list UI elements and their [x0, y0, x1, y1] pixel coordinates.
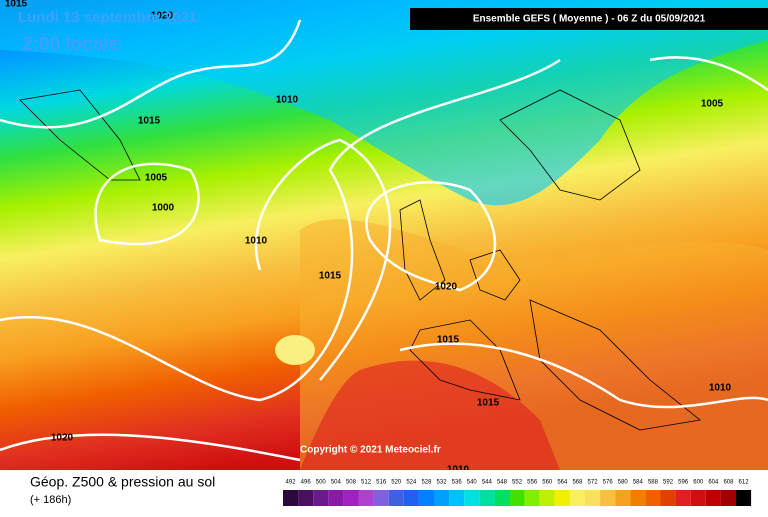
coastline — [19, 89, 701, 431]
isobar — [399, 342, 768, 409]
scale-label: 608 — [723, 480, 734, 486]
scale-swatch — [539, 490, 555, 506]
scale-swatch — [418, 490, 434, 506]
scale-swatch — [373, 490, 389, 506]
footer-title: Géop. Z500 & pression au sol — [30, 474, 215, 490]
scale-swatch — [494, 490, 510, 506]
scale-label: 500 — [316, 480, 327, 486]
run-info: Ensemble GEFS ( Moyenne ) - 06 Z du 05/0… — [473, 14, 706, 25]
scale-label: 560 — [542, 480, 553, 486]
scale-label: 600 — [693, 480, 704, 486]
scale-label: 604 — [708, 480, 719, 486]
isobar-label: 1015 — [319, 271, 342, 282]
scale-swatch — [690, 490, 706, 506]
local-time: 2:00 locale — [22, 34, 119, 55]
scale-swatch — [736, 490, 752, 506]
scale-swatch — [434, 490, 450, 506]
isobar-label: 1015 — [437, 335, 460, 346]
isobar — [254, 138, 392, 381]
scale-swatch — [358, 490, 374, 506]
hot-region — [300, 360, 560, 470]
scale-swatch — [645, 490, 661, 506]
scale-swatch — [509, 490, 525, 506]
scale-label: 564 — [557, 480, 568, 486]
scale-swatch — [585, 490, 601, 506]
scale-swatch — [343, 490, 359, 506]
scale-label: 528 — [421, 480, 432, 486]
scale-label: 596 — [678, 480, 689, 486]
scale-label: 540 — [467, 480, 478, 486]
scale-swatch — [569, 490, 585, 506]
isobar — [365, 181, 497, 292]
scale-label: 572 — [588, 480, 599, 486]
scale-label: 556 — [527, 480, 538, 486]
scale-label: 588 — [648, 480, 659, 486]
scale-label: 516 — [376, 480, 387, 486]
scale-swatch — [675, 490, 691, 506]
scale-swatch — [328, 490, 344, 506]
isobar-label: 1000 — [152, 203, 175, 214]
isobar-label: 1010 — [276, 95, 299, 106]
scale-label: 536 — [452, 480, 463, 486]
scale-swatch — [524, 490, 540, 506]
lead-time: (+ 186h) — [30, 494, 71, 506]
isobar-label: 1015 — [5, 0, 28, 10]
date: Lundi 13 septembre 2021 — [18, 9, 197, 26]
isobar-label: 1005 — [145, 173, 168, 184]
copyright: Copyright © 2021 Meteociel.fr — [300, 445, 441, 456]
scale-label: 552 — [512, 480, 523, 486]
scale-swatch — [313, 490, 329, 506]
isobar-label: 1015 — [138, 116, 161, 127]
scale-swatch — [660, 490, 676, 506]
scale-label: 568 — [572, 480, 583, 486]
scale-swatch — [615, 490, 631, 506]
scale-label: 544 — [482, 480, 493, 486]
isobar-label: 1020 — [435, 282, 458, 293]
isobar-label: 1010 — [245, 236, 268, 247]
isobar — [94, 162, 200, 246]
isobar-label: 1020 — [51, 433, 74, 444]
scale-label: 612 — [739, 480, 750, 486]
run-box — [410, 8, 768, 30]
scale-swatch — [388, 490, 404, 506]
scale-label: 548 — [497, 480, 508, 486]
scale-label: 580 — [618, 480, 629, 486]
isobar — [0, 58, 561, 402]
isobar — [0, 433, 301, 462]
scale-label: 508 — [346, 480, 357, 486]
scale-label: 504 — [331, 480, 342, 486]
scale-swatch — [705, 490, 721, 506]
scale-label: 584 — [633, 480, 644, 486]
scale-swatch — [449, 490, 465, 506]
scale-label: 496 — [301, 480, 312, 486]
scale-label: 592 — [663, 480, 674, 486]
scale-swatch — [283, 490, 299, 506]
scale-swatch — [600, 490, 616, 506]
scale-swatch — [479, 490, 495, 506]
warm-core — [275, 335, 315, 365]
scale-label: 576 — [603, 480, 614, 486]
scale-label: 524 — [406, 480, 417, 486]
isobar — [0, 19, 302, 129]
scale-swatch — [298, 490, 314, 506]
scale-swatch — [554, 490, 570, 506]
isobar-label: 1020 — [151, 11, 174, 22]
scale-swatch — [630, 490, 646, 506]
scale-swatch — [464, 490, 480, 506]
scale-swatch — [403, 490, 419, 506]
scale-label: 520 — [391, 480, 402, 486]
scale-label: 532 — [437, 480, 448, 486]
scale-swatch — [720, 490, 736, 506]
isobar — [649, 56, 768, 92]
scale-label: 492 — [286, 480, 297, 486]
scale-label: 512 — [361, 480, 372, 486]
isobar-label: 1015 — [477, 398, 500, 409]
isobar-label: 1005 — [701, 99, 724, 110]
cold-region — [0, 0, 768, 206]
isobar-label: 1010 — [709, 383, 732, 394]
